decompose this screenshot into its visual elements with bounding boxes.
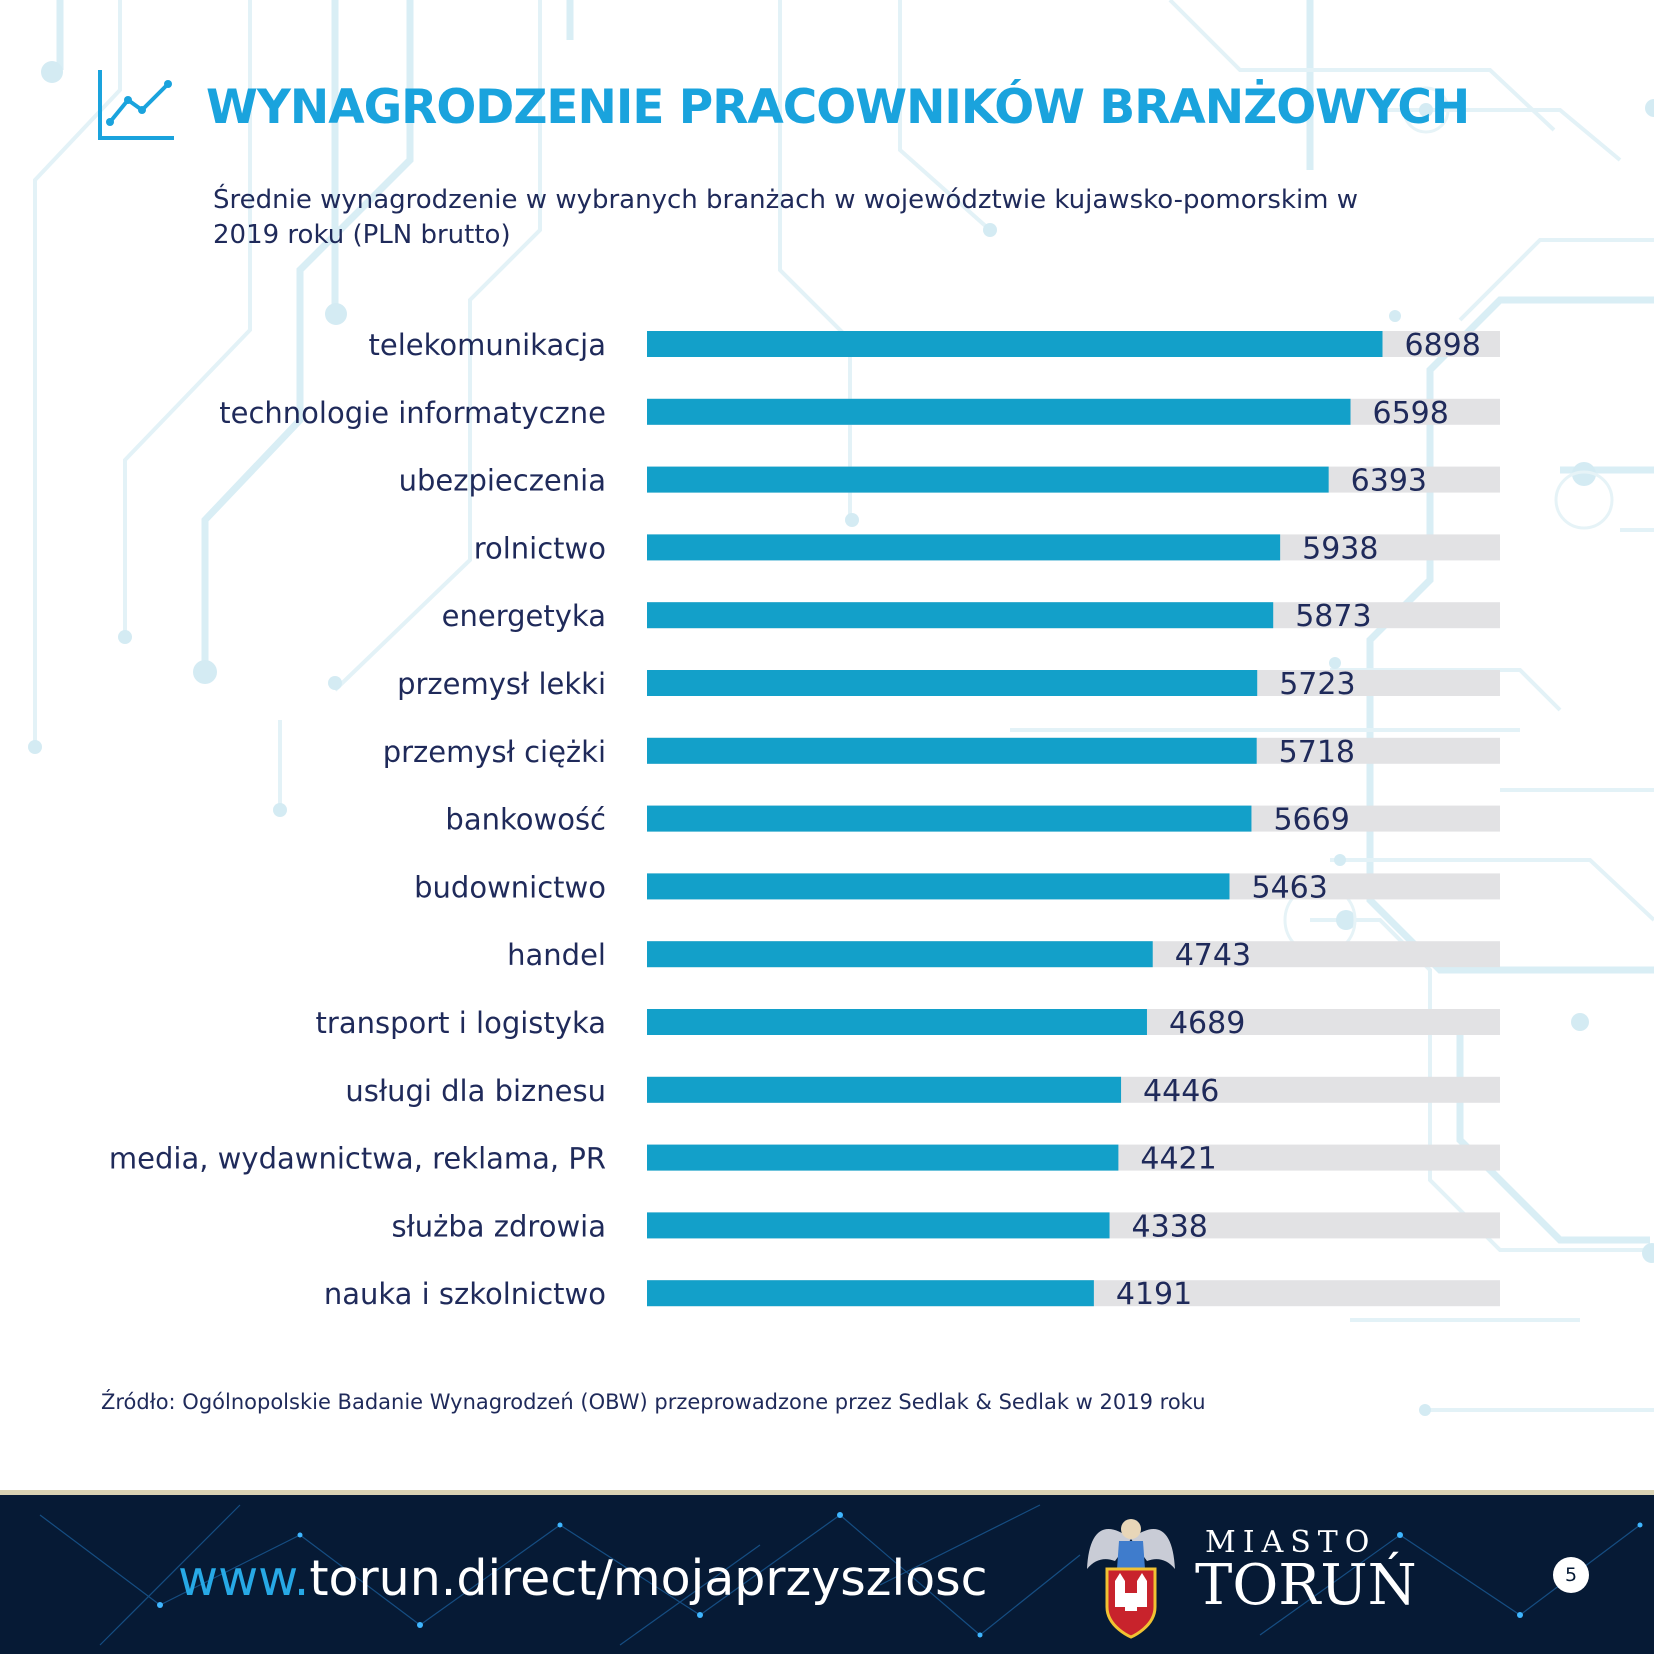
bar [647, 1144, 1119, 1171]
bar [647, 1212, 1110, 1239]
bar [647, 1076, 1122, 1103]
page-number: 5 [1553, 1557, 1589, 1593]
url-prefix: www. [178, 1550, 310, 1607]
category-label: handel [507, 938, 606, 972]
category-label: technologie informatyczne [219, 396, 606, 430]
network-pattern [39, 1504, 1643, 1646]
category-label: przemysł lekki [397, 667, 606, 701]
value-label: 6393 [1351, 464, 1427, 499]
value-label: 5938 [1302, 531, 1378, 566]
value-label: 4743 [1175, 938, 1251, 973]
value-label: 5723 [1279, 667, 1355, 702]
brand-small: MIASTO [1205, 1525, 1377, 1560]
value-label: 5463 [1251, 870, 1327, 905]
value-label: 4421 [1140, 1142, 1216, 1177]
bar [647, 1009, 1147, 1035]
brand-large: TORUŃ [1195, 1553, 1417, 1618]
chart-subtitle: Średnie wynagrodzenie w wybranych branża… [213, 185, 1359, 250]
website-url[interactable]: www.torun.direct/mojaprzyszlosc [178, 1550, 988, 1607]
url-rest: torun.direct/mojaprzyszlosc [309, 1550, 988, 1607]
bar [647, 331, 1383, 357]
category-label: służba zdrowia [391, 1209, 606, 1243]
bar [647, 941, 1153, 968]
category-label: nauka i szkolnictwo [324, 1277, 606, 1311]
bar [647, 1280, 1094, 1307]
category-label: media, wydawnictwa, reklama, PR [109, 1142, 606, 1176]
footer: www.torun.direct/mojaprzyszlosc MIASTO T… [0, 1495, 1654, 1654]
source-note: Źródło: Ogólnopolskie Badanie Wynagrodze… [101, 1390, 1206, 1414]
category-label: transport i logistyka [316, 1006, 606, 1040]
value-label: 5873 [1295, 599, 1371, 634]
value-label: 6898 [1404, 328, 1480, 363]
salary-bar-chart: telekomunikacja 6898 technologie informaty… [109, 328, 1500, 1312]
value-label: 4446 [1143, 1074, 1219, 1109]
bar [647, 398, 1351, 425]
value-label: 6598 [1373, 396, 1449, 431]
bar [647, 873, 1230, 900]
category-label: energetyka [442, 599, 606, 633]
bar [647, 534, 1281, 561]
category-label: budownictwo [414, 870, 606, 904]
page-title: WYNAGRODZENIE PRACOWNIKÓW BRANŻOWYCH [206, 80, 1470, 135]
category-label: telekomunikacja [368, 328, 606, 362]
value-label: 5669 [1273, 803, 1349, 838]
category-label: rolnictwo [474, 531, 606, 565]
line-chart-icon [98, 70, 174, 140]
category-label: bankowość [445, 803, 606, 837]
value-label: 5718 [1279, 735, 1355, 770]
value-label: 4689 [1169, 1006, 1245, 1041]
torun-crest-icon [1087, 1519, 1175, 1639]
category-label: ubezpieczenia [399, 464, 606, 498]
footer-stripe [0, 1490, 1654, 1496]
bar [647, 737, 1257, 764]
bar [647, 466, 1329, 493]
bar [647, 670, 1258, 696]
value-label: 4338 [1132, 1209, 1208, 1244]
bar [647, 805, 1252, 832]
bar [647, 602, 1274, 629]
category-label: usługi dla biznesu [345, 1074, 606, 1108]
category-label: przemysł ciężki [383, 735, 606, 769]
value-label: 4191 [1116, 1277, 1192, 1312]
